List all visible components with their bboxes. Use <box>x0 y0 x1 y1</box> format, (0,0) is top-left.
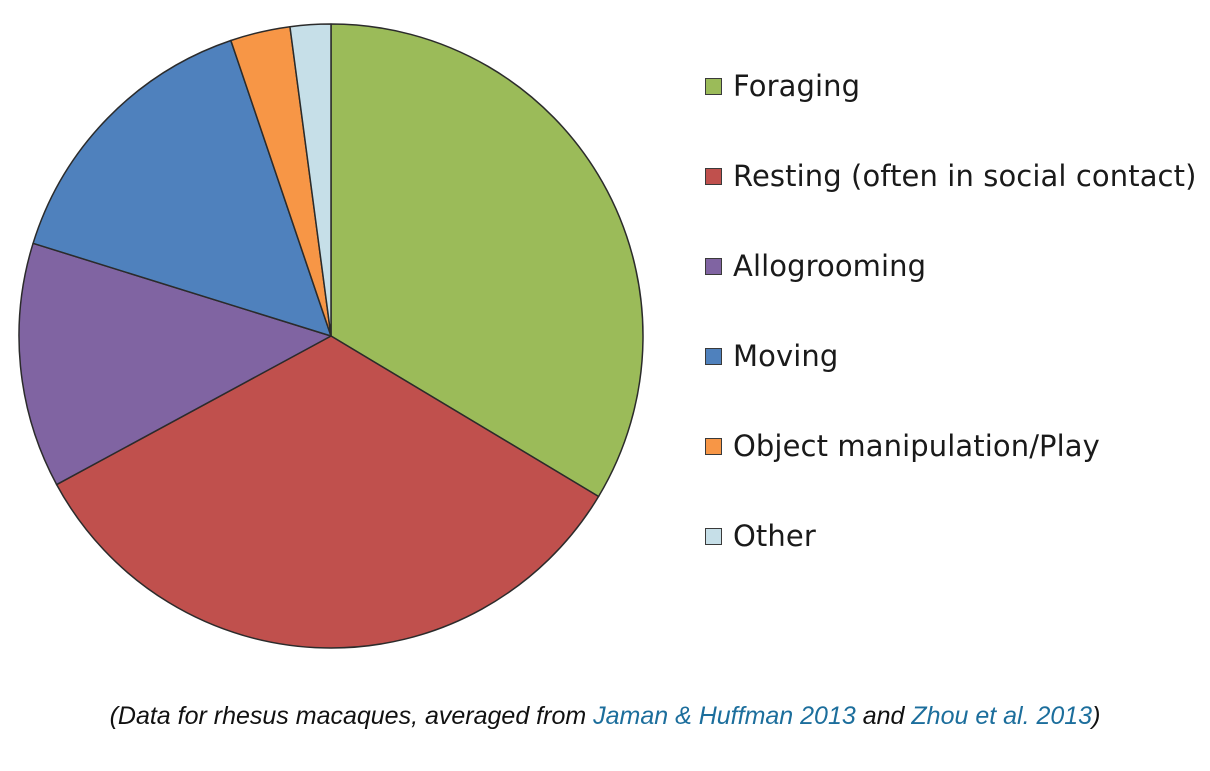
caption-middle: and <box>855 702 912 730</box>
legend-item-allogrooming: Allogrooming <box>705 246 1205 286</box>
pie-slice-allogrooming <box>18 242 332 486</box>
chart-caption: (Data for rhesus macaques, averaged from… <box>0 702 1210 731</box>
legend-item-resting: Resting (often in social contact) <box>705 156 1205 196</box>
legend-item-object-manipulation: Object manipulation/Play <box>705 426 1205 466</box>
legend-item-other: Other <box>705 516 1205 556</box>
legend-label-foraging: Foraging <box>733 69 861 103</box>
legend-swatch-object-manipulation <box>705 437 722 455</box>
legend-swatch-moving <box>705 347 722 365</box>
citation-link-jaman-huffman[interactable]: Jaman & Huffman 2013 <box>593 702 856 730</box>
legend-item-foraging: Foraging <box>705 66 1205 106</box>
citation-link-zhou[interactable]: Zhou et al. 2013 <box>911 702 1093 730</box>
legend-label-resting: Resting (often in social contact) <box>733 159 1197 193</box>
legend-item-moving: Moving <box>705 336 1205 376</box>
pie-slice-other <box>289 23 332 337</box>
legend-label-object-manipulation: Object manipulation/Play <box>733 429 1100 463</box>
legend: Foraging Resting (often in social contac… <box>705 66 1205 606</box>
legend-label-other: Other <box>733 519 816 553</box>
pie-slice-resting <box>55 335 600 649</box>
caption-suffix: ) <box>1092 702 1101 730</box>
pie-chart <box>18 23 644 649</box>
legend-swatch-foraging <box>705 77 722 95</box>
legend-label-allogrooming: Allogrooming <box>733 249 927 283</box>
pie-slice-foraging <box>330 23 644 498</box>
pie-slice-moving <box>32 39 332 337</box>
legend-label-moving: Moving <box>733 339 839 373</box>
caption-prefix: (Data for rhesus macaques, averaged from <box>109 702 594 730</box>
legend-swatch-allogrooming <box>705 257 722 275</box>
legend-swatch-resting <box>705 167 722 185</box>
legend-swatch-other <box>705 527 722 545</box>
